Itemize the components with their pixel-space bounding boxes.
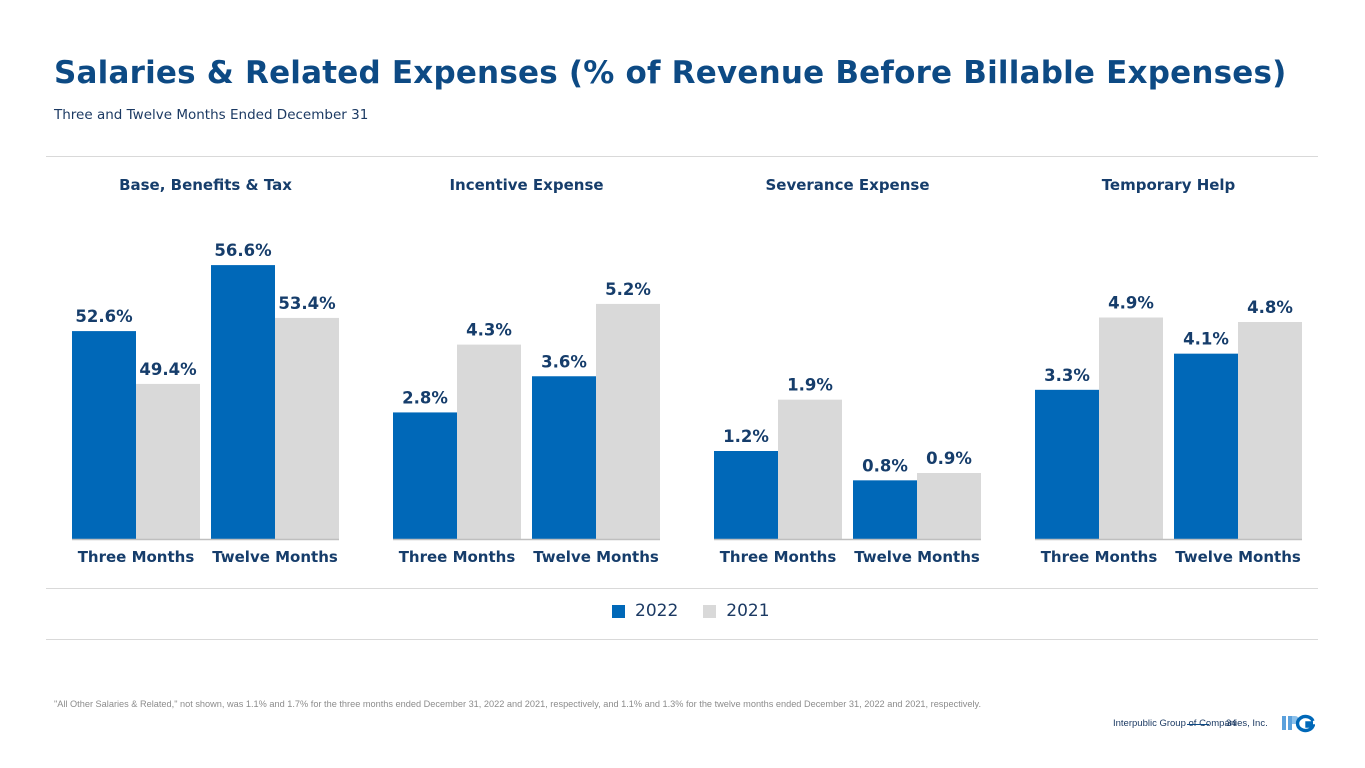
bar-2021 xyxy=(917,473,981,539)
data-label: 4.3% xyxy=(466,321,512,340)
legend-item-2021: 2021 xyxy=(703,601,770,621)
legend-swatch-2021 xyxy=(703,604,717,618)
panel-title: Base, Benefits & Tax xyxy=(119,176,292,194)
data-label: 1.9% xyxy=(787,376,833,395)
page-subtitle: Three and Twelve Months Ended December 3… xyxy=(54,107,369,123)
data-label: 5.2% xyxy=(605,280,651,299)
bar-2021 xyxy=(1238,322,1302,539)
category-label: Three Months xyxy=(399,548,516,566)
bar-2022 xyxy=(1174,353,1238,539)
panel-title: Temporary Help xyxy=(1102,176,1236,194)
data-label: 2.8% xyxy=(402,388,448,407)
data-label: 4.8% xyxy=(1247,298,1293,317)
data-label: 56.6% xyxy=(214,241,272,260)
category-label: Three Months xyxy=(720,548,837,566)
bar-2022 xyxy=(393,412,457,539)
category-label: Twelve Months xyxy=(533,548,659,566)
bar-2021 xyxy=(1099,317,1163,539)
bar-2022 xyxy=(1035,389,1099,539)
data-label: 4.1% xyxy=(1183,330,1229,349)
data-label: 3.6% xyxy=(541,352,587,371)
data-label: 49.4% xyxy=(139,360,197,379)
bar-2021 xyxy=(275,317,339,539)
data-label: 52.6% xyxy=(75,307,133,326)
category-label: Three Months xyxy=(1041,548,1158,566)
footnote: "All Other Salaries & Related," not show… xyxy=(54,699,982,709)
category-label: Three Months xyxy=(78,548,195,566)
legend-swatch-2022 xyxy=(612,604,625,618)
bar-2021 xyxy=(778,399,842,539)
page-number: 34 xyxy=(1226,718,1237,729)
panel-title: Severance Expense xyxy=(765,176,929,194)
category-label: Twelve Months xyxy=(212,548,338,566)
legend-label-2021: 2021 xyxy=(726,601,770,621)
category-label: Twelve Months xyxy=(1175,548,1301,566)
data-label: 53.4% xyxy=(278,294,336,313)
legend: 2022 2021 xyxy=(612,601,795,621)
bar-2022 xyxy=(714,451,778,539)
bar-2021 xyxy=(596,303,660,539)
data-label: 0.9% xyxy=(926,449,972,468)
data-label: 0.8% xyxy=(862,456,908,475)
bar-charts: Base, Benefits & Tax 52.6% 49.4% Three Mont… xyxy=(72,176,1302,566)
bar-2022 xyxy=(72,331,136,539)
bar-2022 xyxy=(211,265,275,539)
middle-divider xyxy=(46,588,1318,589)
ipg-logo-icon xyxy=(1282,714,1315,733)
bar-2022 xyxy=(532,376,596,539)
bar-2022 xyxy=(853,480,917,539)
legend-item-2022: 2022 xyxy=(612,601,678,621)
bar-2021 xyxy=(136,383,200,539)
panel-title: Incentive Expense xyxy=(449,176,603,194)
bar-2021 xyxy=(457,344,521,539)
bottom-divider xyxy=(46,639,1318,640)
top-divider xyxy=(46,156,1318,157)
data-label: 1.2% xyxy=(723,427,769,446)
legend-label-2022: 2022 xyxy=(635,601,679,621)
category-label: Twelve Months xyxy=(854,548,980,566)
company-name: Interpublic Group of Companies, Inc. xyxy=(1113,718,1268,729)
data-label: 3.3% xyxy=(1044,366,1090,385)
footer-dash xyxy=(1187,724,1209,725)
data-label: 4.9% xyxy=(1108,293,1154,312)
page-title: Salaries & Related Expenses (% of Revenu… xyxy=(54,55,1287,91)
